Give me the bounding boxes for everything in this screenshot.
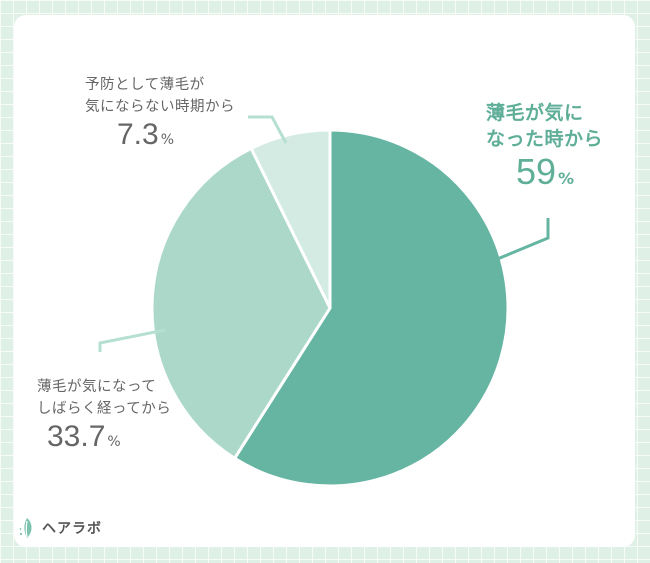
slice-label-line: なった時から (486, 128, 604, 150)
pie-slice-3 (249, 128, 332, 310)
slice-label-line: 予防として薄毛が (85, 77, 205, 93)
unit-label: % (160, 132, 175, 148)
unit-label: % (558, 169, 575, 188)
slice-label-line: 薄毛が気になって (37, 379, 157, 395)
logo-text: ヘアラボ (42, 521, 102, 537)
slice-value: 33.7 (47, 420, 106, 453)
slice-label-line: 気にならない時期から (85, 99, 235, 115)
leader-line-third (248, 115, 288, 144)
unit-label: % (107, 434, 121, 450)
leader-line-main (494, 218, 550, 262)
slice-label-third: 予防として薄毛が 気にならない時期から 7.3% (85, 74, 235, 152)
pie-slice-1 (233, 128, 510, 488)
slice-value: 7.3 (117, 118, 159, 151)
leader-line-second (98, 328, 166, 352)
slice-value: 59 (516, 151, 557, 192)
slice-label-second: 薄毛が気になって しばらく経ってから 33.7% (37, 376, 171, 454)
slice-label-line: 薄毛が気に (486, 102, 584, 124)
pie-slice-2 (150, 146, 332, 460)
leaf-logo-icon (19, 518, 32, 538)
slice-label-line: しばらく経ってから (37, 401, 172, 417)
slice-label-main: 薄毛が気に なった時から 59% (486, 100, 603, 192)
brand-logo: ヘアラボ (18, 517, 102, 539)
